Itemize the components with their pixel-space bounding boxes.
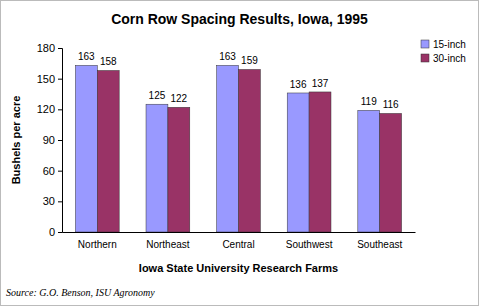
data-label: 158 (100, 56, 117, 67)
data-label: 122 (170, 93, 187, 104)
tick-mark (58, 109, 62, 110)
tick: Northern (78, 232, 117, 250)
data-label: 136 (290, 79, 307, 90)
tick: Central (222, 232, 254, 250)
background (1, 1, 479, 306)
tick-label: 150 (37, 73, 55, 85)
legend: 15-inch 30-inch (421, 39, 466, 64)
tick: Southwest (286, 232, 333, 250)
x-axis: Northern Northeast Central Southwest Southea… (63, 232, 416, 250)
bar (97, 70, 119, 232)
tick-mark (58, 201, 62, 202)
source-note: Source: G.O. Benson, ISU Agronomy (6, 287, 155, 298)
tick: 30 (43, 195, 62, 207)
axis-line (58, 49, 63, 233)
y-axis: 0 30 60 90 120 150 180 (37, 42, 63, 238)
y-axis-title: Bushels per acre (10, 96, 22, 185)
tick: 120 (37, 103, 62, 115)
tick: Northeast (146, 232, 190, 250)
chart: 163 125 163 136 119 158 122 159 137 116 0 30 60 90 120… (0, 0, 479, 306)
tick-label: Central (222, 239, 254, 250)
bar (358, 110, 380, 232)
tick: 150 (37, 73, 62, 85)
tick-mark (58, 79, 62, 80)
tick-label: Southeast (357, 239, 402, 250)
x-axis-title: Iowa State University Research Farms (139, 262, 338, 274)
tick-label: 180 (37, 42, 55, 54)
data-label: 137 (312, 78, 329, 89)
tick: 90 (43, 134, 62, 146)
tick: 0 (49, 226, 62, 238)
tick-label: 0 (49, 226, 55, 238)
tick-label: Northeast (146, 239, 190, 250)
data-label: 125 (149, 90, 166, 101)
bar (287, 93, 309, 232)
tick: 60 (43, 165, 62, 177)
tick-label: 60 (43, 165, 55, 177)
tick-label: 120 (37, 103, 55, 115)
data-label: 163 (219, 51, 236, 62)
tick-mark (58, 232, 62, 233)
bar (146, 104, 168, 232)
bar (217, 65, 239, 232)
axis-line (63, 232, 416, 233)
title: Corn Row Spacing Results, Iowa, 1995 (111, 11, 368, 27)
tick-label: Northern (78, 239, 117, 250)
bar (239, 69, 261, 232)
bar (309, 92, 331, 232)
data-label: 116 (383, 99, 399, 110)
legend-label: 30-inch (433, 53, 466, 64)
tick: Southeast (357, 232, 402, 250)
legend-swatch (421, 54, 429, 62)
bars (75, 65, 401, 232)
plot: 163 125 163 136 119 158 122 159 137 116 0 30 60 90 120… (37, 42, 416, 250)
data-label: 159 (241, 55, 258, 66)
bar (168, 107, 190, 232)
tick-mark (58, 48, 62, 49)
tick-label: 90 (43, 134, 55, 146)
tick-label: Southwest (286, 239, 333, 250)
legend-swatch (421, 40, 429, 48)
bar (75, 65, 97, 232)
data-label: 119 (361, 96, 377, 107)
tick-mark (58, 140, 62, 141)
bar (380, 113, 402, 232)
legend-label: 15-inch (433, 39, 466, 50)
tick: 180 (37, 42, 62, 54)
tick-mark (58, 171, 62, 172)
tick-label: 30 (43, 195, 55, 207)
data-label: 163 (78, 51, 95, 62)
